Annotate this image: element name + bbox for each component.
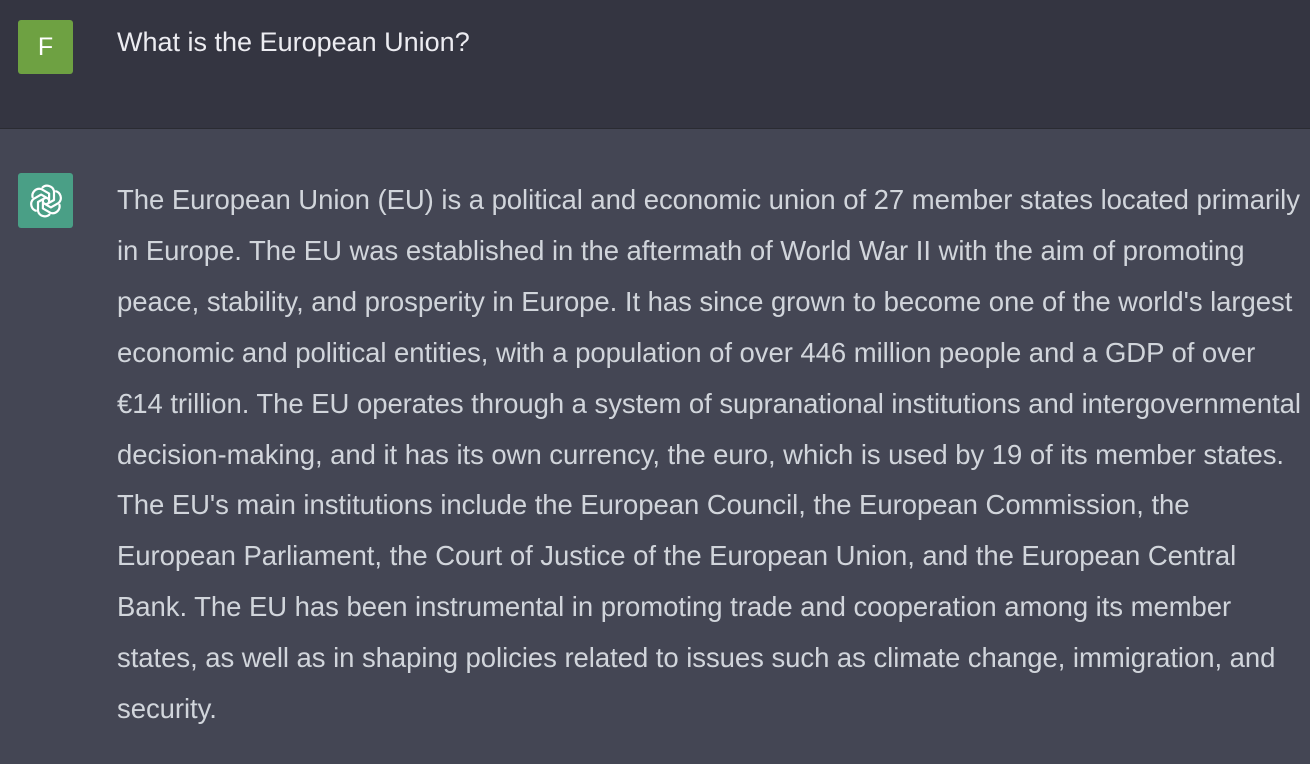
openai-logo-icon: [29, 184, 62, 217]
assistant-message-row: The European Union (EU) is a political a…: [0, 129, 1310, 764]
assistant-avatar: [18, 173, 73, 228]
user-avatar-letter: F: [37, 32, 54, 61]
assistant-message-text: The European Union (EU) is a political a…: [117, 184, 1301, 725]
user-avatar: F: [18, 20, 73, 74]
user-message-row: F What is the European Union?: [0, 0, 1310, 129]
user-message-text: What is the European Union?: [117, 27, 470, 57]
